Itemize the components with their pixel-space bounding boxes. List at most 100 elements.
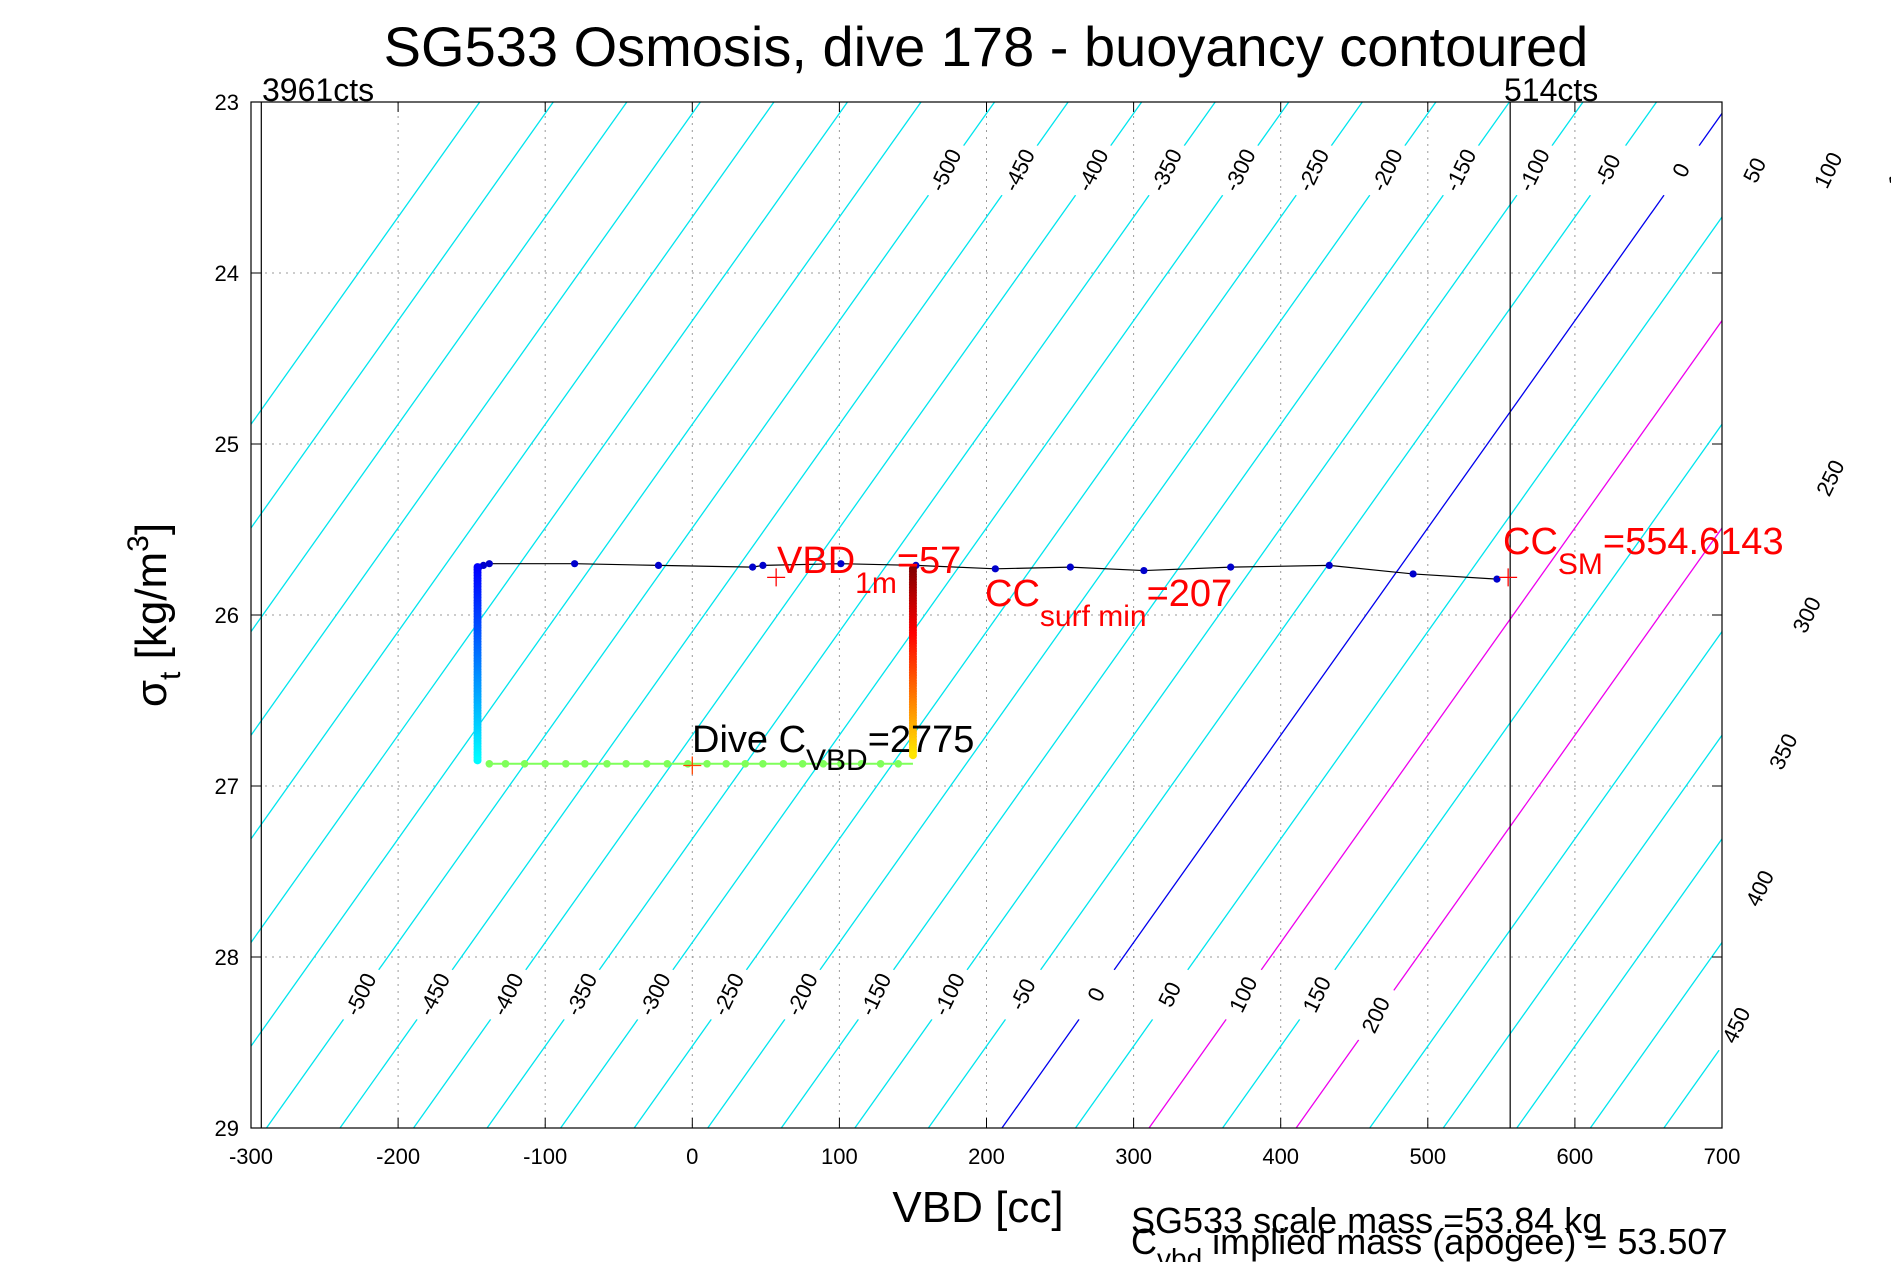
svg-text:σt [kg/m3]: σt [kg/m3] (122, 523, 187, 707)
dive-apogee-point (642, 759, 651, 768)
y-tick-label: 26 (215, 603, 239, 628)
contour-label-bg (1362, 137, 1413, 204)
dive-apogee-point (663, 759, 672, 768)
buoyancy-contour-labels: -500 -450 -400 -350 -300 -250 -200 -150 -100 -50 0… (336, 137, 1891, 1059)
buoyancy-contour-line (780, 102, 1510, 1128)
x-tick-label: 0 (686, 1144, 698, 1169)
contour-label-bg (924, 961, 975, 1028)
x-tick-label: -100 (523, 1144, 567, 1169)
buoyancy-contour-line (927, 102, 1658, 1128)
y-axis-ticks: 23 24 25 26 27 28 29 (215, 90, 1722, 1141)
contour-label-bg (1292, 961, 1343, 1028)
footer-implied-mass: Cvbd implied mass (apogee) = 53.507 (1131, 1221, 1727, 1262)
y-tick-label: 28 (215, 945, 239, 970)
buoyancy-contour-line (251, 102, 554, 530)
dive-apogee-point (603, 759, 611, 768)
contour-label-bg (777, 961, 828, 1028)
x-tick-label: 300 (1115, 1144, 1152, 1169)
surface-track-point (1325, 561, 1333, 570)
x-tick-label: 100 (821, 1144, 858, 1169)
buoyancy-contour-line (339, 102, 1069, 1128)
surface-track-point (654, 561, 663, 570)
buoyancy-contour-line (413, 102, 1143, 1128)
surface-track-point (1227, 563, 1235, 571)
dive-apogee-point (485, 759, 494, 768)
contour-label-bg (1758, 719, 1809, 785)
buoyancy-contour-line (251, 102, 849, 944)
dive-apogee-point (779, 759, 788, 768)
y-tick-label: 29 (215, 1116, 239, 1141)
dive-apogee-point (741, 759, 750, 768)
dive-ascent-point (473, 756, 482, 765)
buoyancy-contour-line (1663, 1045, 1722, 1128)
y-axis-label: σt [kg/m3] (122, 523, 187, 707)
surface-track-point (1493, 575, 1501, 583)
dive-apogee-point (798, 759, 807, 768)
contour-label-bg (1288, 137, 1339, 204)
contour-label-bg (1509, 137, 1560, 204)
vbd-limit-lines (260, 102, 1511, 1128)
contour-label-bg (921, 137, 971, 204)
surface-track-point (749, 563, 757, 571)
buoyancy-contour-line (1589, 941, 1722, 1128)
dive-descent-point (908, 751, 917, 760)
contour-label-bg (1877, 137, 1891, 204)
dive-apogee-point (581, 759, 589, 768)
y-tick-label: 23 (215, 90, 239, 115)
contour-label-bg (1803, 137, 1854, 204)
buoyancy-contour-line (1148, 319, 1722, 1128)
surface-track-point (485, 560, 493, 568)
y-axis-label-close: ] (127, 523, 176, 535)
x-tick-label: 700 (1704, 1144, 1741, 1169)
buoyancy-contour-line (633, 102, 1363, 1128)
annotation-cc-surf-min: CCsurf min=207 (985, 573, 1232, 633)
x-tick-label: 400 (1262, 1144, 1299, 1169)
corner-label-left: 3961cts (262, 72, 374, 108)
annotation-vbd-1m: VBD1m=57 (777, 540, 961, 600)
contour-label-bg (630, 961, 681, 1028)
y-tick-label: 24 (215, 261, 239, 286)
contour-label-bg (1782, 582, 1833, 648)
grid-lines (250, 101, 1723, 1129)
contour-label-bg (1735, 855, 1786, 922)
surface-track-point (1066, 563, 1074, 571)
contour-label-bg (1656, 137, 1707, 204)
contour-label-bg (1730, 137, 1780, 204)
dive-apogee-point (837, 759, 845, 768)
x-tick-label: -200 (376, 1144, 420, 1169)
dive-apogee-point (876, 759, 885, 768)
contour-label-bg (1141, 137, 1192, 204)
buoyancy-contour-line (265, 102, 996, 1128)
x-tick-label: 200 (968, 1144, 1005, 1169)
dive-apogee-point (722, 759, 730, 768)
contour-label-bg (1068, 137, 1118, 204)
buoyancy-contour-line (560, 102, 1290, 1128)
dive-apogee-point (894, 759, 903, 768)
y-axis-label-sigma: σ (127, 680, 176, 707)
x-tick-label: -300 (229, 1144, 273, 1169)
buoyancy-contour-line (1295, 526, 1722, 1128)
x-tick-label: 600 (1557, 1144, 1594, 1169)
y-axis-label-units: [kg/m (127, 552, 176, 672)
y-axis-label-sup: 3 (122, 535, 155, 552)
buoyancy-contour-line (707, 102, 1437, 1128)
buoyancy-contour-line (854, 102, 1584, 1128)
contour-label-bg (1806, 445, 1856, 511)
buoyancy-contour-line (251, 102, 922, 1048)
buoyancy-contour-line (486, 102, 1216, 1128)
surface-track-point (837, 560, 845, 568)
dive-apogee-point (684, 759, 692, 768)
annotation-markers (683, 568, 1518, 775)
buoyancy-contour-line (1074, 215, 1722, 1128)
corner-label-right: 514cts (1504, 72, 1598, 108)
contour-label-bg (1215, 137, 1266, 204)
contour-label-bg (1711, 992, 1762, 1059)
contour-label-bg (998, 961, 1048, 1028)
surface-track-point (1140, 566, 1148, 575)
contour-label-bg (1351, 982, 1402, 1048)
dive-apogee-point (520, 759, 529, 768)
annotation-dive-c-vbd: Dive CVBD=2775 (692, 719, 974, 777)
contour-label-bg (994, 137, 1045, 204)
chart-title: SG533 Osmosis, dive 178 - buoyancy conto… (384, 15, 1589, 78)
